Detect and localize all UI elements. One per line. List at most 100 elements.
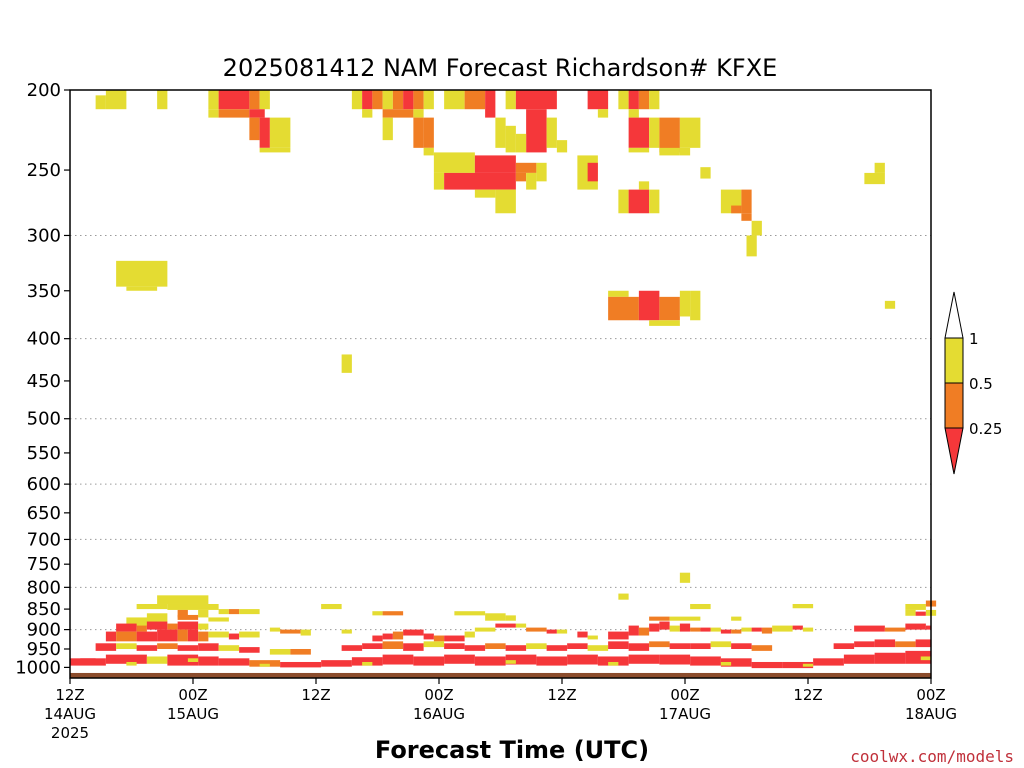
legend-above-1 — [944, 291, 964, 339]
cell-0 — [95, 95, 106, 110]
y-tick-label-750: 750 — [27, 554, 61, 575]
cell-108 — [485, 613, 506, 621]
cell-127 — [116, 631, 137, 642]
cell-218 — [167, 654, 199, 666]
cell-135 — [239, 631, 260, 638]
cell-22 — [444, 90, 465, 110]
x-tick-time-4: 12Z — [547, 686, 576, 704]
cell-129 — [157, 629, 178, 642]
cell-8 — [218, 109, 250, 118]
cell-155 — [587, 635, 598, 640]
cell-93 — [157, 595, 209, 604]
cell-187 — [269, 648, 291, 655]
cell-152 — [546, 629, 557, 634]
cell-126 — [105, 631, 117, 642]
cell-212 — [874, 639, 896, 648]
cell-192 — [403, 643, 424, 651]
cell-133 — [208, 631, 229, 638]
cell-50 — [679, 117, 701, 148]
cell-111 — [669, 616, 701, 621]
cell-172 — [792, 625, 803, 630]
cell-236 — [720, 658, 752, 667]
y-tick-label-700: 700 — [27, 529, 61, 550]
cell-150 — [515, 623, 527, 628]
cell-58 — [433, 172, 445, 190]
cell-227 — [444, 654, 475, 664]
cell-234 — [659, 654, 691, 665]
cell-235 — [690, 656, 721, 666]
cell-46 — [556, 140, 568, 153]
cell-219 — [198, 656, 219, 666]
x-tick-date-7: 18AUG — [905, 705, 957, 723]
cell-76 — [746, 235, 757, 257]
cell-195 — [464, 645, 486, 651]
cell-82 — [341, 354, 352, 373]
cell-96 — [198, 609, 209, 618]
cell-131 — [187, 629, 199, 642]
cell-132 — [198, 631, 209, 642]
cell-241 — [874, 652, 906, 664]
cell-33 — [382, 109, 414, 118]
cell-68 — [649, 189, 660, 214]
cell-244 — [187, 658, 199, 662]
cell-39 — [628, 109, 639, 118]
cell-122 — [146, 621, 168, 630]
cell-60 — [515, 172, 527, 182]
cell-141 — [382, 633, 393, 640]
cell-123 — [167, 623, 178, 630]
cell-157 — [628, 625, 639, 636]
cell-42 — [423, 117, 434, 148]
cell-130 — [177, 629, 188, 642]
cell-162 — [679, 623, 691, 632]
y-tick-label-300: 300 — [27, 225, 61, 246]
cell-92 — [136, 603, 168, 610]
cell-91 — [618, 593, 629, 600]
y-tick-label-850: 850 — [27, 599, 61, 620]
cell-47 — [628, 117, 650, 148]
x-tick-date-1: 15AUG — [167, 705, 219, 723]
cell-144 — [423, 633, 434, 640]
cell-14 — [351, 90, 363, 110]
cell-242 — [905, 650, 931, 664]
cell-169 — [751, 627, 762, 632]
cell-251 — [920, 656, 931, 661]
richardson-cells — [70, 90, 937, 669]
cell-137 — [280, 629, 301, 634]
cell-220 — [218, 658, 250, 666]
cell-216 — [105, 654, 147, 664]
cell-204 — [649, 641, 670, 648]
cell-78 — [874, 162, 885, 173]
cell-177 — [925, 625, 931, 630]
cell-48 — [649, 117, 660, 148]
cell-54 — [433, 152, 475, 173]
cell-64 — [495, 189, 516, 214]
y-axis-ticks: 200 250 300 350 400 450 500 550 600 650 700 7508008… — [15, 80, 70, 678]
cell-142 — [392, 631, 404, 640]
cell-57 — [536, 162, 547, 182]
cell-88 — [690, 290, 701, 321]
cell-250 — [802, 663, 814, 667]
credit-text: coolwx.com/models — [850, 747, 1014, 766]
y-tick-label-550: 550 — [27, 443, 61, 464]
cell-51 — [628, 147, 650, 153]
cell-194 — [444, 643, 465, 649]
cell-86 — [659, 296, 680, 321]
cell-113 — [731, 616, 742, 621]
cell-87 — [679, 290, 691, 317]
legend-label-1: 0.5 — [969, 375, 993, 393]
cell-49 — [659, 117, 680, 153]
cell-179 — [95, 643, 117, 651]
cell-56 — [515, 162, 537, 173]
cell-248 — [608, 661, 619, 666]
cell-145 — [433, 635, 445, 642]
cell-200 — [567, 643, 588, 649]
cell-174 — [854, 625, 885, 632]
cell-26 — [515, 90, 557, 110]
cell-23 — [464, 90, 486, 110]
cell-30 — [638, 90, 650, 110]
cell-106 — [382, 611, 404, 616]
cell-215 — [70, 658, 106, 666]
cell-41 — [413, 117, 424, 148]
